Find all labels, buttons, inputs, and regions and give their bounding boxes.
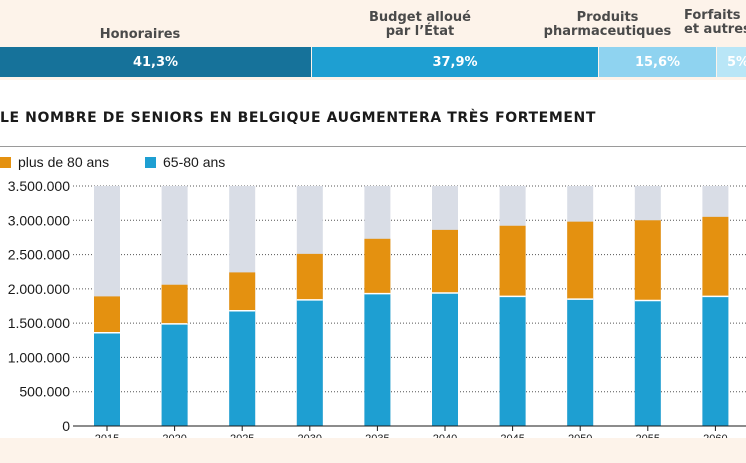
budget-value-forfaits: 5%	[727, 54, 746, 70]
bar-65-80	[499, 296, 526, 426]
bar-80-plus	[702, 216, 729, 297]
bar-65-80	[634, 300, 661, 426]
budget-value-honoraires: 41,3%	[132, 54, 179, 70]
budget-segment-budget-etat: 37,9%	[312, 47, 598, 77]
bar-80-plus	[567, 221, 594, 300]
y-tick-label: 2.500.000	[8, 247, 70, 263]
bar-65-80	[229, 310, 256, 426]
title-divider	[0, 146, 746, 147]
legend-label-65-80: 65-80 ans	[163, 154, 226, 170]
budget-value-budget-etat: 37,9%	[432, 54, 478, 70]
bar-65-80	[364, 293, 391, 426]
y-tick-label: 0	[62, 418, 70, 434]
bar-80-plus	[296, 253, 323, 300]
legend-item-65-80: 65-80 ans	[145, 154, 225, 170]
bar-65-80	[567, 299, 594, 426]
category-label-budget-etat: Budget alloué par l’État	[368, 10, 472, 39]
y-tick-label: 1.500.000	[8, 315, 70, 331]
bar-65-80	[702, 296, 729, 426]
y-tick-label: 2.000.000	[8, 281, 70, 297]
bar-80-plus	[161, 284, 188, 324]
legend-swatch-65-80	[145, 156, 156, 168]
category-label-honoraires: Honoraires	[99, 27, 181, 42]
legend-swatch-80-plus	[0, 156, 11, 168]
bar-65-80	[94, 332, 120, 426]
y-tick-label: 500.000	[19, 384, 70, 400]
bar-80-plus	[94, 296, 120, 333]
category-label-forfaits: Forfaits et autres	[684, 8, 746, 37]
bar-80-plus	[432, 229, 458, 293]
bar-65-80	[432, 292, 458, 426]
bottom-band	[0, 438, 746, 463]
legend-item-80-plus: plus de 80 ans	[0, 154, 109, 170]
bar-65-80	[161, 323, 188, 426]
bar-80-plus	[229, 272, 256, 311]
budget-value-produits: 15,6%	[634, 54, 681, 70]
y-tick-label: 3.500.000	[8, 178, 70, 194]
category-label-produits-pharmaceutiques: Produits pharmaceutiques	[543, 10, 672, 39]
y-tick-label: 1.000.000	[8, 349, 70, 365]
budget-segment-produits: 15,6%	[599, 47, 716, 77]
bar-80-plus	[634, 220, 661, 301]
bar-80-plus	[364, 238, 391, 294]
legend-label-80-plus: plus de 80 ans	[18, 154, 110, 170]
chart-title: LE NOMBRE DE SENIORS EN BELGIQUE AUGMENT…	[0, 110, 597, 126]
y-tick-label: 3.000.000	[8, 212, 70, 228]
bar-80-plus	[499, 225, 526, 297]
budget-segment-forfaits: 5%	[717, 47, 746, 77]
bar-65-80	[296, 299, 323, 426]
budget-segment-honoraires: 41,3%	[0, 47, 311, 77]
